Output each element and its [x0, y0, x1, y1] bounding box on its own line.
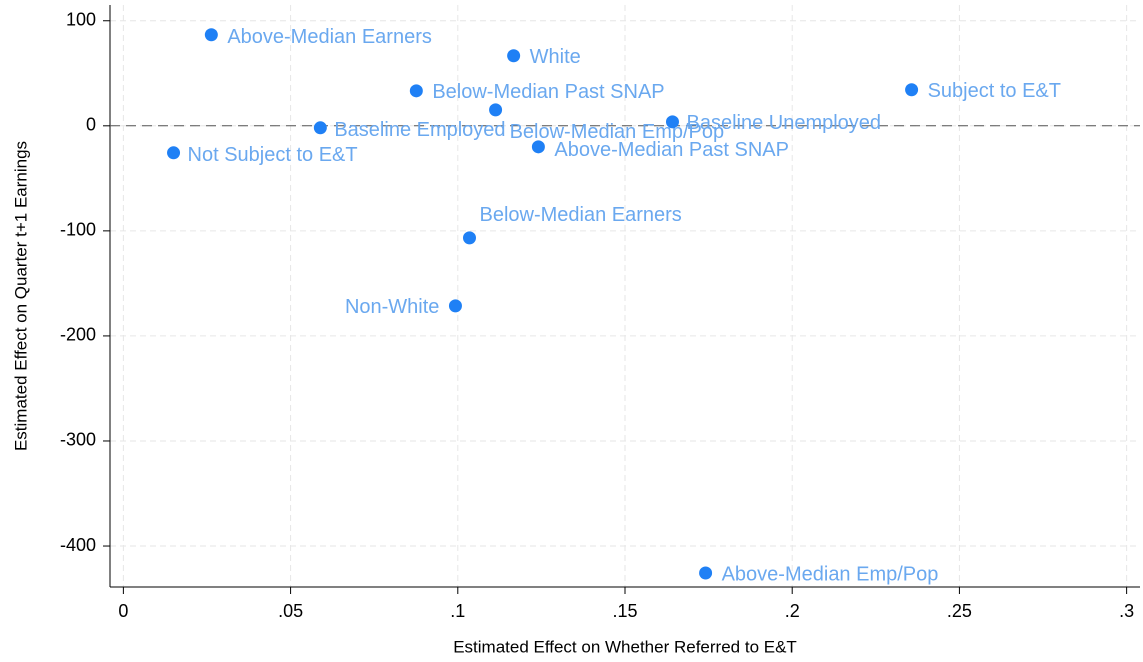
point-label: Above-Median Emp/Pop: [722, 563, 939, 585]
y-tick-label: -100: [60, 220, 96, 240]
x-tick-label: .05: [278, 601, 303, 621]
point: [409, 84, 423, 98]
point-label: Above-Median Earners: [227, 26, 432, 48]
point-label: Baseline Unemployed: [686, 112, 881, 134]
y-tick-label: -400: [60, 535, 96, 555]
point-label: Above-Median Past SNAP: [554, 139, 789, 161]
x-tick-label: .2: [785, 601, 800, 621]
point-label: Below-Median Past SNAP: [432, 81, 664, 103]
point: [462, 231, 476, 245]
point: [699, 566, 713, 580]
y-tick-label: -300: [60, 430, 96, 450]
point-label: Non-White: [345, 296, 439, 318]
point: [167, 146, 181, 160]
x-tick-label: .25: [947, 601, 972, 621]
point-label: Below-Median Earners: [479, 204, 681, 226]
point-label: Baseline Employed: [334, 119, 505, 141]
point: [204, 28, 218, 42]
point: [665, 115, 679, 129]
x-tick-label: .15: [612, 601, 637, 621]
x-tick-label: .3: [1119, 601, 1134, 621]
point-label: Not Subject to E&T: [188, 144, 358, 166]
x-axis-title: Estimated Effect on Whether Referred to …: [453, 637, 797, 656]
y-tick-label: 0: [86, 115, 96, 135]
point: [448, 299, 462, 313]
y-tick-label: -200: [60, 325, 96, 345]
point: [507, 49, 521, 63]
point: [313, 121, 327, 135]
x-tick-label: 0: [118, 601, 128, 621]
y-tick-label: 100: [66, 10, 96, 30]
point-label: Subject to E&T: [928, 80, 1061, 102]
point-label: White: [530, 46, 581, 68]
point: [531, 140, 545, 154]
point: [489, 103, 503, 117]
x-tick-label: .1: [450, 601, 465, 621]
y-axis-title: Estimated Effect on Quarter t+1 Earnings: [11, 141, 30, 451]
point: [905, 83, 919, 97]
